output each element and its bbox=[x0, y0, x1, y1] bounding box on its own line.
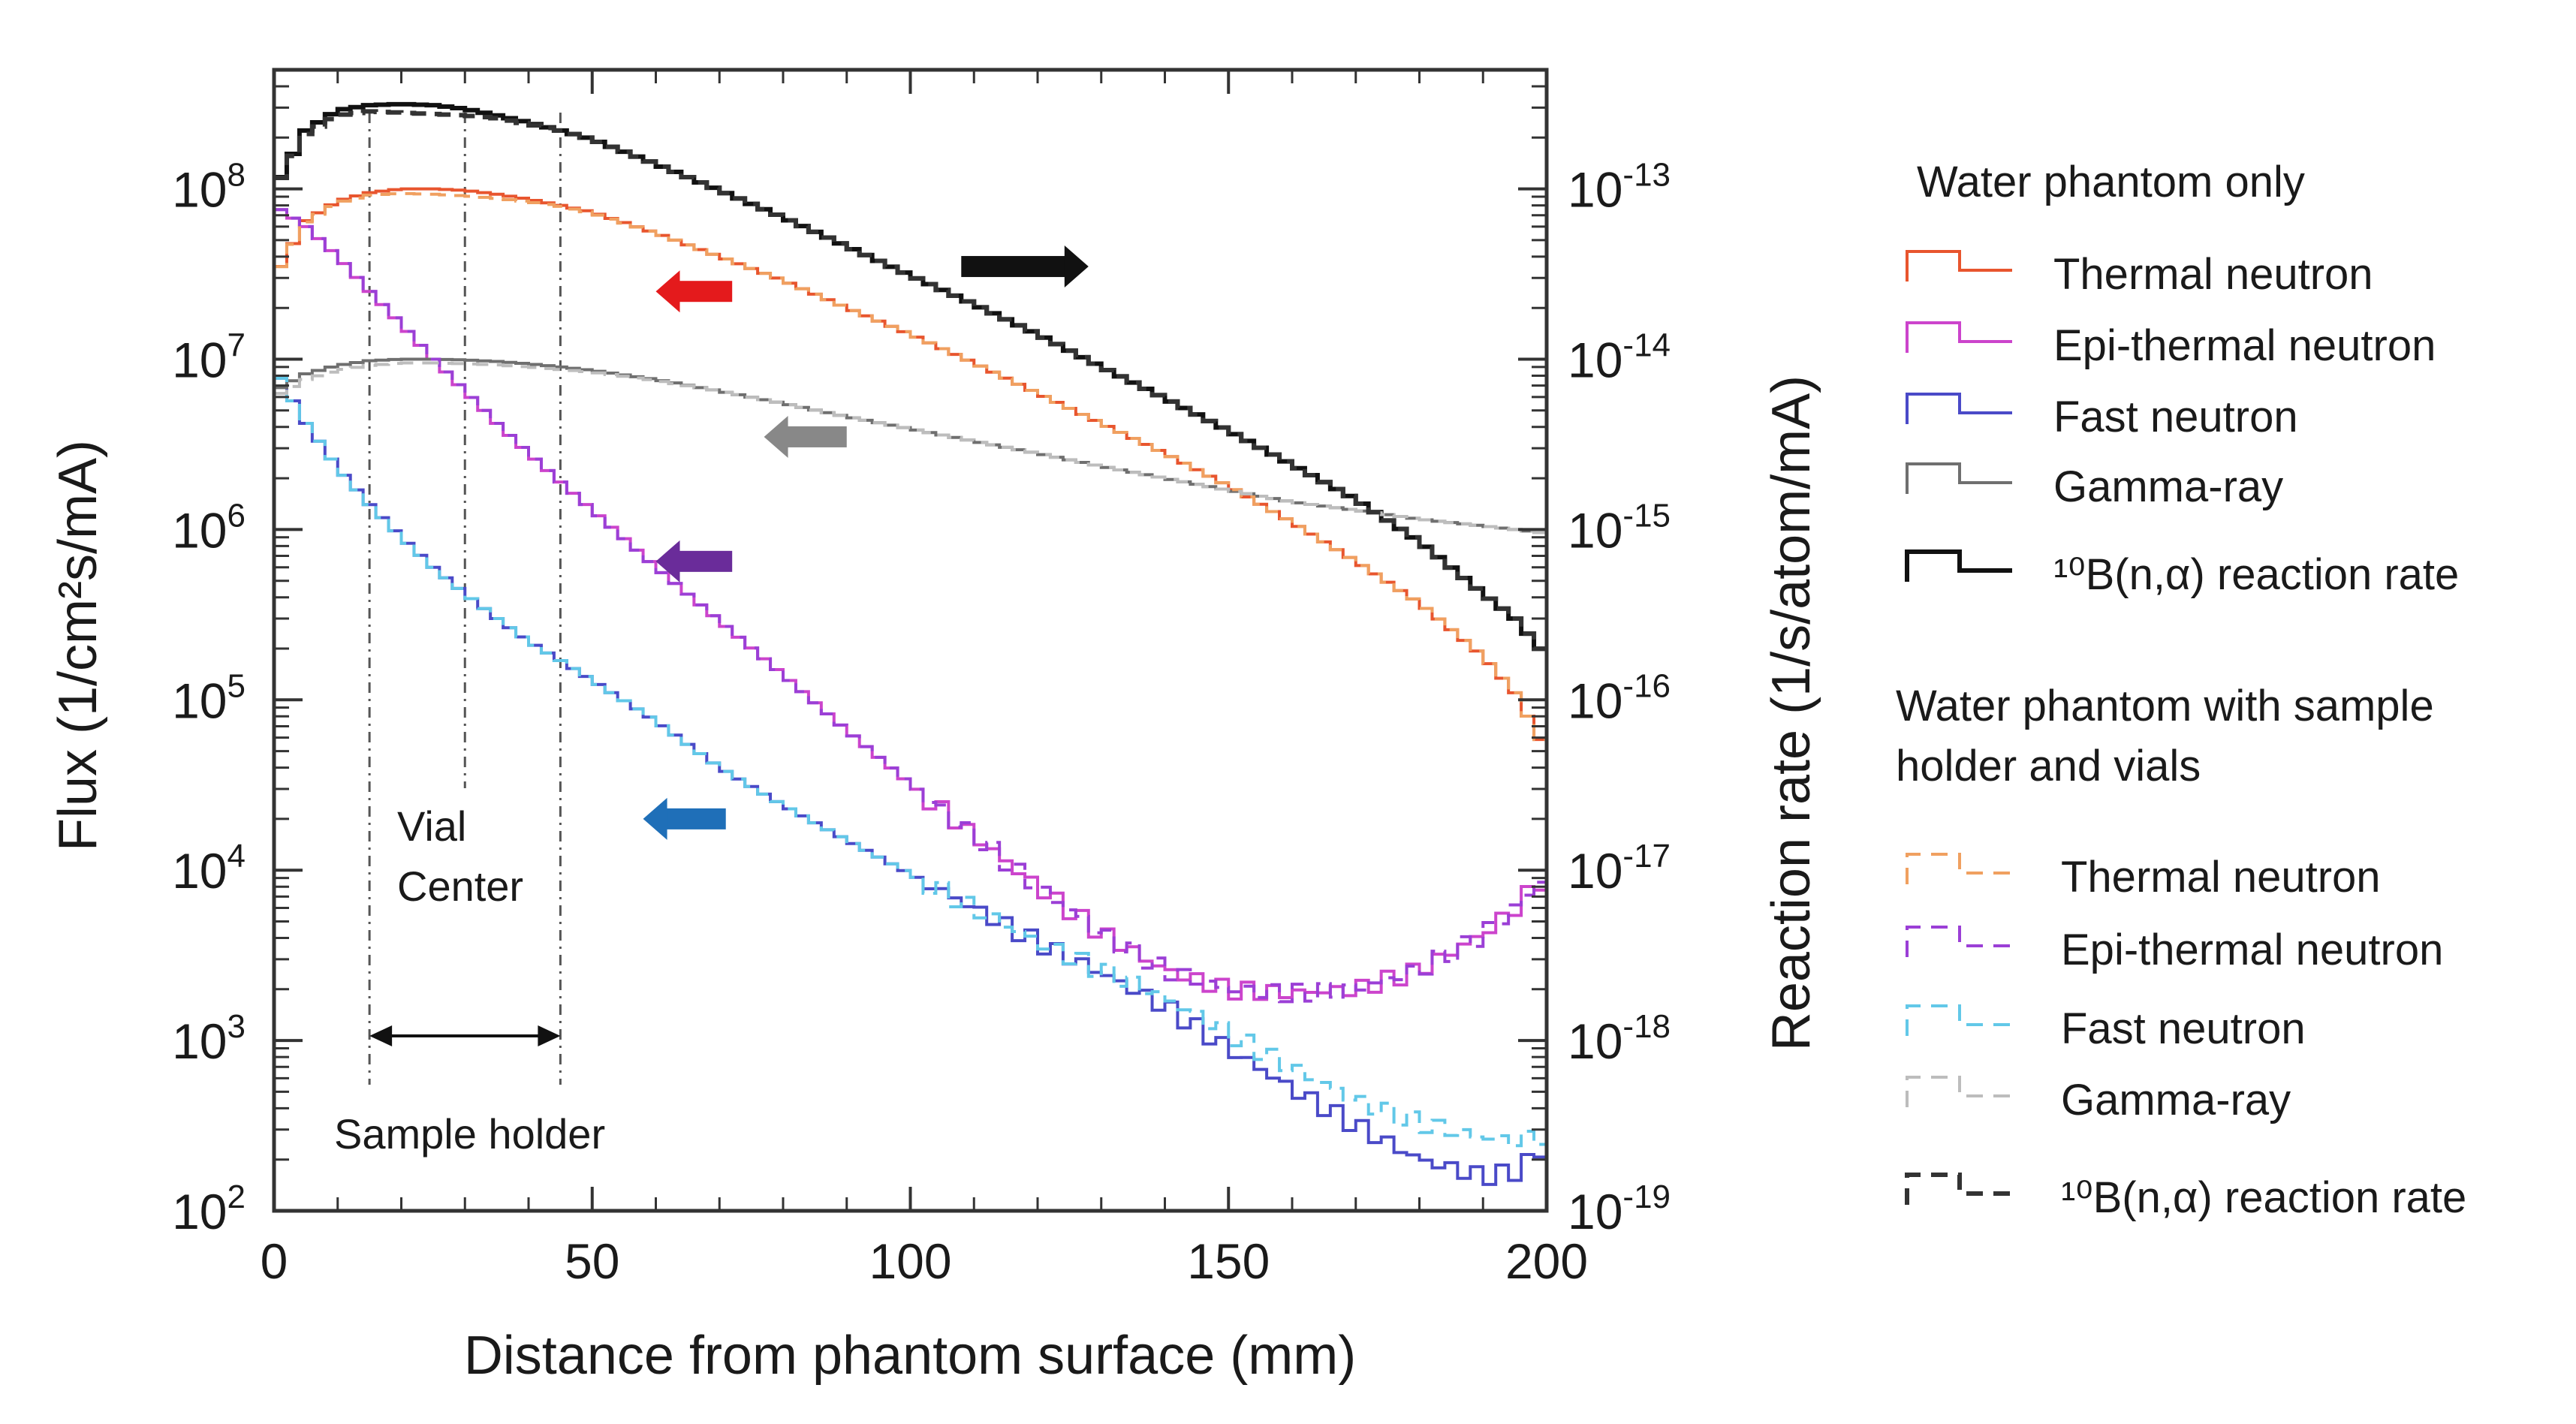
legend-group2-title-line2: holder and vials bbox=[1896, 742, 2201, 790]
y-left-tick-label: 108 bbox=[172, 157, 246, 218]
legend-swatch bbox=[1906, 853, 2012, 884]
legend-item-label: Gamma-ray bbox=[2053, 462, 2283, 511]
y-right-tick-label: 10-17 bbox=[1568, 838, 1671, 899]
legend-item-label: Fast neutron bbox=[2061, 1004, 2306, 1053]
axis-indicator-arrow-head bbox=[655, 270, 680, 313]
sample-holder-label: Sample holder bbox=[334, 1110, 605, 1158]
y-right-tick-label: 10-15 bbox=[1568, 497, 1671, 558]
y-axis-right-title: Reaction rate (1/s/atom/mA) bbox=[1761, 375, 1821, 1051]
y-left-tick-label: 103 bbox=[172, 1008, 246, 1069]
vial-label-line2: Center bbox=[397, 863, 523, 910]
y-left-tick-label: 102 bbox=[172, 1179, 246, 1239]
chart-arrows-layer bbox=[643, 245, 1089, 840]
axis-indicator-arrow-head bbox=[1064, 245, 1089, 288]
axis-indicator-arrow-head bbox=[655, 540, 680, 583]
legend-item-label: Thermal neutron bbox=[2061, 853, 2381, 902]
legend-swatch bbox=[1906, 393, 2012, 424]
y-right-tick-label: 10-18 bbox=[1568, 1008, 1671, 1069]
x-tick-label: 200 bbox=[1505, 1233, 1588, 1289]
legend-group1-title: Water phantom only bbox=[1917, 158, 2305, 206]
sample-holder-arrowhead-right bbox=[538, 1025, 561, 1046]
series-line-gamma-ray-with-holder bbox=[274, 361, 1547, 534]
series-line-fast-neutron-with-holder bbox=[274, 376, 1547, 1148]
axis-indicator-arrow-shaft bbox=[676, 281, 733, 303]
legend-item-label: Epi-thermal neutron bbox=[2053, 321, 2436, 370]
legend-swatch bbox=[1906, 1004, 2012, 1036]
axis-indicator-arrow-head bbox=[764, 415, 788, 458]
legend-swatch bbox=[1905, 549, 2012, 582]
axis-indicator-arrow-shaft bbox=[785, 426, 847, 447]
legend-item-label: ¹⁰B(n,α) reaction rate bbox=[2061, 1173, 2466, 1222]
legend-item-label: Gamma-ray bbox=[2061, 1076, 2291, 1124]
legend-item-label: Epi-thermal neutron bbox=[2061, 926, 2443, 974]
y-left-tick-label: 105 bbox=[172, 667, 246, 728]
legend-swatch bbox=[1906, 462, 2012, 494]
axis-indicator-arrow-shaft bbox=[961, 256, 1068, 278]
legend-item-label: Fast neutron bbox=[2053, 393, 2298, 441]
y-right-tick-label: 10-19 bbox=[1568, 1179, 1671, 1239]
legend-swatch bbox=[1906, 250, 2012, 281]
series-line--b-n-reaction-rate-with-holder bbox=[274, 109, 1547, 652]
axis-indicator-arrow-head bbox=[643, 797, 667, 840]
x-axis-title: Distance from phantom surface (mm) bbox=[464, 1326, 1356, 1386]
axis-indicator-arrow-shaft bbox=[664, 808, 726, 829]
x-tick-label: 50 bbox=[565, 1233, 619, 1289]
chart-axes-layer: 0 50 100 150 200 102 103 104 105 106 107 108 10-19 10… bbox=[172, 68, 1671, 1289]
y-axis-left-title: Flux (1/cm²s/mA) bbox=[48, 440, 108, 851]
sample-holder-arrowhead-left bbox=[369, 1025, 393, 1046]
legend-item-label: ¹⁰B(n,α) reaction rate bbox=[2053, 550, 2459, 599]
legend-swatch bbox=[1906, 1076, 2012, 1107]
legend-swatch bbox=[1905, 1173, 2012, 1205]
legend-item-label: Thermal neutron bbox=[2053, 250, 2373, 299]
y-right-tick-label: 10-16 bbox=[1568, 667, 1671, 728]
x-tick-label: 150 bbox=[1187, 1233, 1270, 1289]
y-left-tick-label: 107 bbox=[172, 327, 246, 387]
series-line-epi-thermal-neutron-with-holder bbox=[274, 208, 1547, 1004]
legend-swatch bbox=[1906, 926, 2012, 957]
axis-indicator-arrow-shaft bbox=[676, 550, 733, 572]
series-line-thermal-neutron-with-holder bbox=[274, 191, 1547, 742]
x-tick-label: 0 bbox=[261, 1233, 288, 1289]
y-left-tick-label: 106 bbox=[172, 497, 246, 558]
vial-label-line1: Vial bbox=[397, 802, 466, 850]
legend-swatch bbox=[1906, 321, 2012, 353]
legend: Water phantom only Water phantom with sa… bbox=[1896, 158, 2466, 1222]
y-right-tick-label: 10-14 bbox=[1568, 327, 1671, 387]
x-tick-label: 100 bbox=[869, 1233, 951, 1289]
chart-lines-layer bbox=[368, 113, 562, 1085]
chart-series-layer bbox=[274, 101, 1547, 1186]
legend-group2-title-line1: Water phantom with sample bbox=[1896, 682, 2434, 730]
y-left-tick-label: 104 bbox=[172, 838, 246, 899]
chart-annotation-layer: Vial Center Sample holder bbox=[334, 802, 605, 1158]
y-right-tick-label: 10-13 bbox=[1568, 157, 1671, 218]
